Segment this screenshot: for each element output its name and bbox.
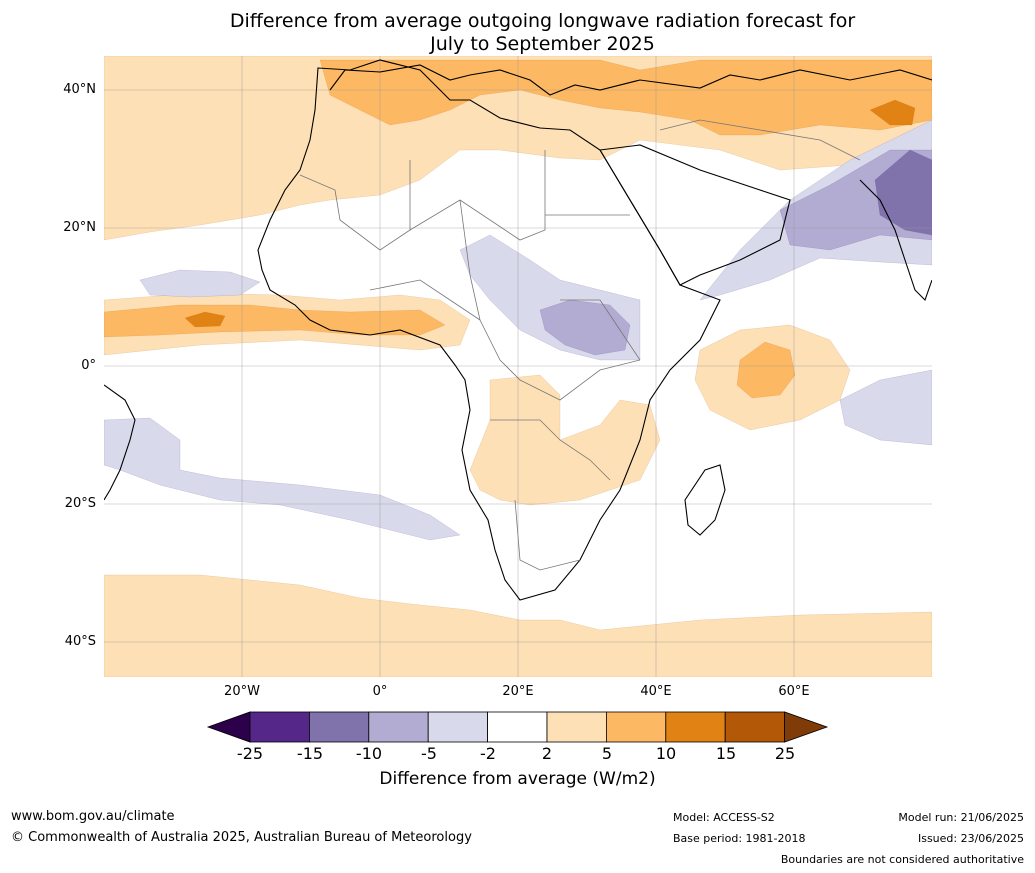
south-atlantic-lightest	[104, 417, 461, 541]
colorbar-label: Difference from average (W/m2)	[379, 769, 656, 789]
colorbar-tick: -15	[296, 744, 324, 763]
lon-label-0: 0°	[372, 684, 388, 699]
lon-label-20e: 20°E	[502, 684, 534, 699]
lat-label-40n: 40°N	[63, 82, 96, 97]
middle-east-hotspot	[869, 99, 916, 126]
mediterranean-orange	[319, 59, 932, 136]
footer-disclaimer: Boundaries are not considered authoritat…	[780, 853, 1024, 866]
map-title: Difference from average outgoing longwav…	[0, 10, 1035, 56]
south-america-coastline	[104, 384, 136, 501]
footer-model-run: Model run: 21/06/2025	[898, 811, 1024, 824]
arabia-coastline	[599, 144, 791, 286]
colorbar-tick: -10	[355, 744, 383, 763]
colorbar-swatch	[665, 711, 726, 743]
lon-label-20w: 20°W	[224, 684, 260, 699]
footer-copyright: © Commonwealth of Australia 2025, Austra…	[11, 830, 472, 845]
lat-label-0: 0°	[81, 358, 96, 373]
colorbar-swatch	[546, 711, 607, 743]
colorbar-tick: 15	[715, 744, 737, 763]
colorbar	[206, 711, 829, 743]
lat-label-40s: 40°S	[64, 634, 96, 649]
footer-base-period: Base period: 1981-2018	[673, 832, 806, 845]
india-coastline	[859, 179, 932, 302]
colorbar-tick: -2	[480, 744, 496, 763]
colorbar-extend-high	[784, 711, 829, 743]
colorbar-swatch	[308, 711, 370, 743]
colorbar-swatch	[249, 711, 310, 743]
country-borders	[299, 119, 861, 571]
india-purple	[874, 149, 932, 236]
colorbar-tick: 5	[601, 744, 613, 763]
colorbar-tick: 25	[774, 744, 796, 763]
title-line-1: Difference from average outgoing longwav…	[229, 10, 856, 32]
indian-ocean-orange	[736, 341, 796, 399]
coastlines	[104, 59, 932, 601]
colorbar-swatch	[724, 711, 786, 743]
lat-label-20n: 20°N	[63, 220, 96, 235]
colorbar-tick: 2	[541, 744, 553, 763]
colorbar-swatch	[606, 711, 667, 743]
west-atlantic-lightest	[139, 269, 261, 298]
colorbar-tick: 10	[655, 744, 677, 763]
colorbar-extend-low	[206, 711, 251, 743]
lat-label-20s: 20°S	[64, 496, 96, 511]
central-africa-lavender	[539, 299, 631, 356]
equatorial-atlantic-orange	[104, 304, 446, 338]
southern-africa-light	[469, 374, 661, 506]
colorbar-swatch	[427, 711, 489, 743]
footer-model: Model: ACCESS-S2	[673, 811, 775, 824]
negative-anomaly-regions	[104, 119, 932, 541]
africa-coastline	[257, 59, 721, 601]
atlantic-hotspot	[184, 311, 226, 328]
southeast-indian-lightest	[839, 369, 932, 446]
colorbar-swatch	[487, 711, 548, 743]
footer-issued: Issued: 23/06/2025	[917, 832, 1024, 845]
colorbar-swatch	[368, 711, 429, 743]
colorbar-tick: -25	[236, 744, 264, 763]
colorbar-tick: -5	[421, 744, 437, 763]
europe-coastline	[329, 64, 932, 96]
lon-label-60e: 60°E	[778, 684, 810, 699]
graticule	[104, 56, 932, 677]
forecast-map	[104, 56, 932, 677]
madagascar-coastline	[684, 464, 726, 536]
colorbar-swatches	[206, 711, 829, 743]
lon-label-40e: 40°E	[640, 684, 672, 699]
title-line-2: July to September 2025	[430, 33, 655, 55]
footer-website-link[interactable]: www.bom.gov.au/climate	[11, 809, 175, 824]
